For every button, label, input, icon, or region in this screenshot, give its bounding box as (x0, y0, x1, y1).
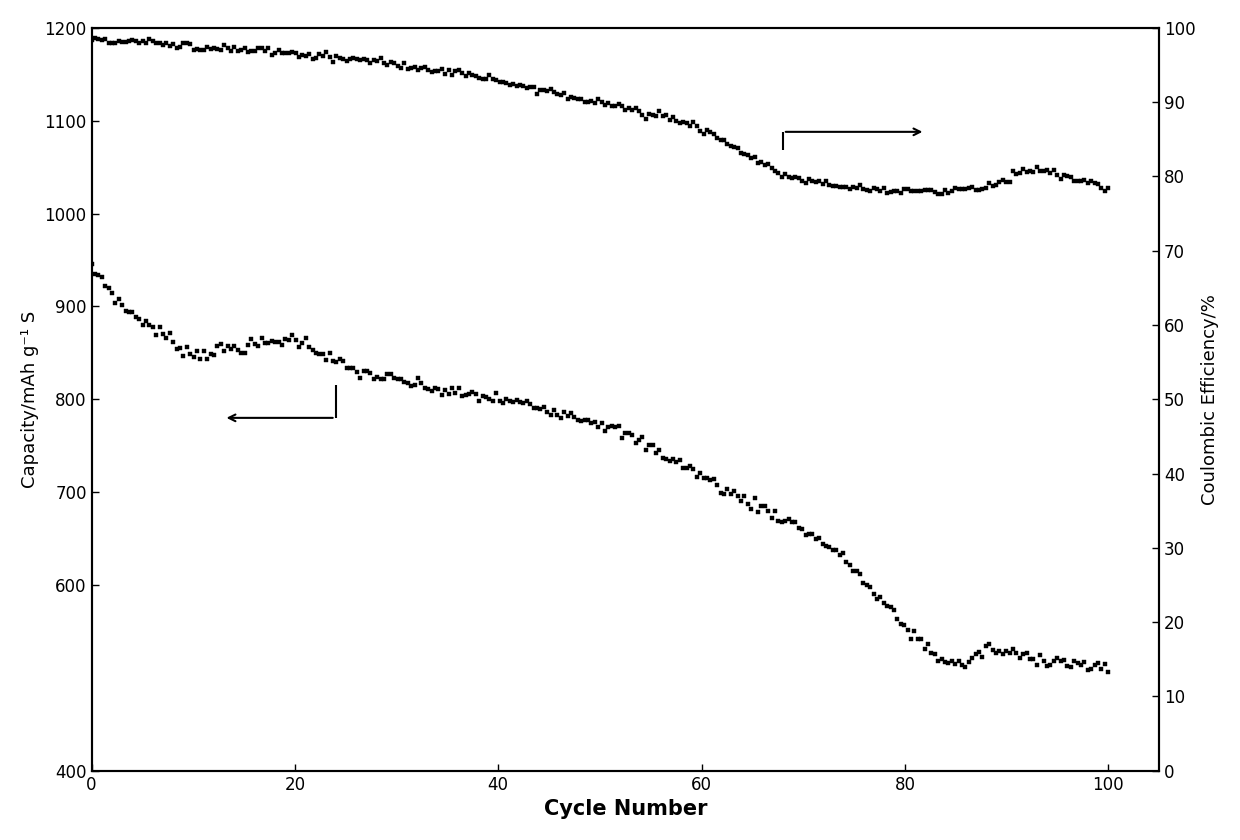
Y-axis label: Capacity/mAh g⁻¹ S: Capacity/mAh g⁻¹ S (21, 311, 38, 488)
Y-axis label: Coulombic Efficiency/%: Coulombic Efficiency/% (1202, 294, 1219, 505)
X-axis label: Cycle Number: Cycle Number (543, 799, 707, 819)
